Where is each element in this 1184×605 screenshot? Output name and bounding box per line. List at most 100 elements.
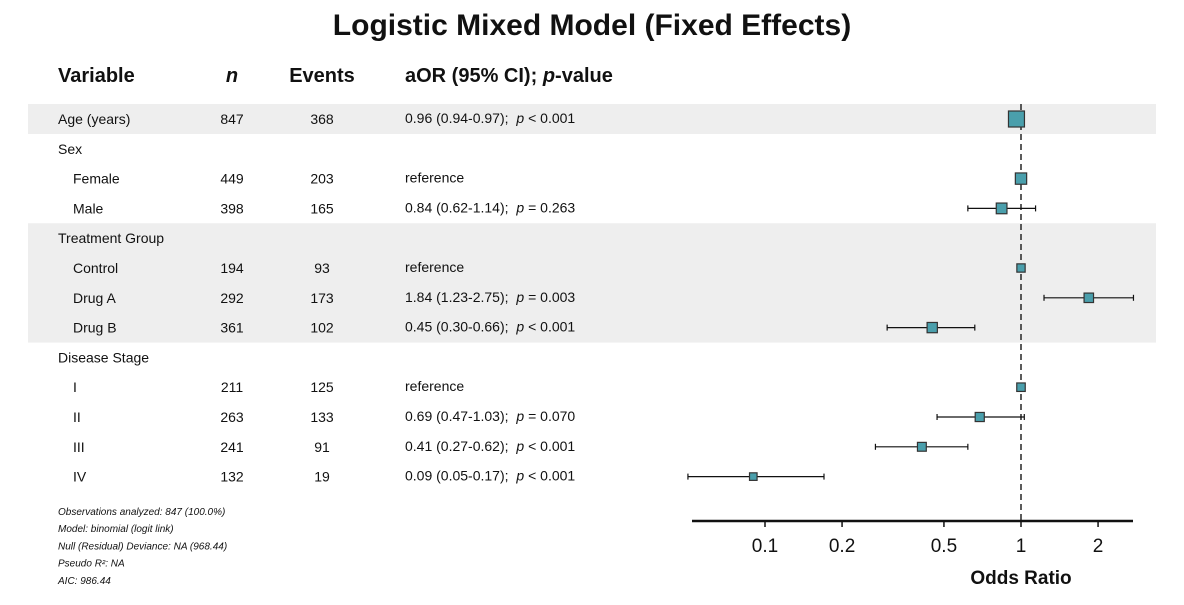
row-band: [28, 104, 1156, 134]
row-n: 449: [220, 171, 244, 187]
p-value: < 0.001: [524, 468, 575, 484]
row-n: 194: [220, 260, 244, 276]
estimate-text: 0.69 (0.47-1.03);: [405, 408, 512, 424]
row-events: 368: [310, 111, 334, 127]
x-tick-label: 0.1: [752, 536, 778, 557]
row-label: I: [73, 379, 77, 395]
estimate-text: reference: [405, 378, 464, 394]
point-estimate: [1014, 172, 1028, 185]
row-n: 241: [220, 439, 244, 455]
header-estimate-prefix: aOR (95% CI);: [405, 65, 543, 87]
row-label: Female: [73, 171, 120, 187]
row-label: Treatment Group: [58, 230, 164, 246]
footnote: Pseudo R²: NA: [58, 559, 125, 570]
estimate-text: 0.84 (0.62-1.14);: [405, 199, 512, 215]
p-value: < 0.001: [524, 438, 575, 454]
p-symbol: p: [515, 438, 524, 454]
row-label: Age (years): [58, 111, 130, 127]
header-estimate-suffix: -value: [555, 65, 613, 87]
p-value: = 0.263: [524, 199, 575, 215]
p-value: = 0.003: [524, 289, 575, 305]
p-symbol: p: [515, 468, 524, 484]
row-band: [28, 282, 1156, 313]
row-estimate: reference: [405, 170, 464, 186]
point-estimate: [1083, 292, 1095, 304]
row-estimate: 0.41 (0.27-0.62); p < 0.001: [405, 438, 575, 454]
row-estimate: 1.84 (1.23-2.75); p = 0.003: [405, 289, 575, 305]
row-estimate: 0.69 (0.47-1.03); p = 0.070: [405, 408, 575, 424]
row-n: 361: [220, 320, 244, 336]
footnote: Observations analyzed: 847 (100.0%): [58, 507, 225, 518]
header-estimate-p: p: [542, 65, 555, 87]
row-label: Sex: [58, 141, 82, 157]
row-events: 93: [314, 260, 330, 276]
p-symbol: p: [515, 408, 524, 424]
estimate-text: 0.09 (0.05-0.17);: [405, 468, 512, 484]
row-label: Control: [73, 260, 118, 276]
x-tick-label: 1: [1016, 536, 1027, 557]
x-tick-label: 0.5: [931, 536, 957, 557]
header-variable: Variable: [58, 65, 135, 87]
row-label: Male: [73, 200, 104, 216]
row-estimate: reference: [405, 259, 464, 275]
p-symbol: p: [515, 199, 524, 215]
row-label: IV: [73, 469, 87, 485]
row-events: 91: [314, 439, 330, 455]
row-label: III: [73, 439, 85, 455]
estimate-text: reference: [405, 170, 464, 186]
x-tick-label: 2: [1093, 536, 1104, 557]
row-n: 847: [220, 111, 244, 127]
point-estimate: [1007, 110, 1026, 128]
point-estimate: [926, 321, 938, 334]
point-estimate: [1016, 382, 1026, 393]
estimate-text: 0.45 (0.30-0.66);: [405, 319, 512, 335]
header-estimate: aOR (95% CI); p-value: [405, 65, 613, 87]
footnote: Null (Residual) Deviance: NA (968.44): [58, 541, 227, 552]
row-events: 133: [310, 409, 334, 425]
row-band: [28, 223, 1156, 254]
p-value: < 0.001: [524, 110, 575, 126]
p-value: = 0.070: [524, 408, 575, 424]
point-estimate: [974, 411, 985, 423]
p-symbol: p: [515, 319, 524, 335]
row-n: 211: [221, 379, 244, 395]
row-label: II: [73, 409, 81, 425]
row-events: 165: [310, 200, 334, 216]
row-estimate: reference: [405, 378, 464, 394]
point-estimate: [1016, 263, 1026, 273]
row-events: 19: [314, 469, 330, 485]
row-n: 292: [220, 290, 244, 306]
row-estimate: 0.96 (0.94-0.97); p < 0.001: [405, 110, 575, 126]
header-n: n: [226, 65, 238, 87]
point-estimate: [748, 472, 758, 481]
footnote: AIC: 986.44: [57, 576, 111, 587]
row-estimate: 0.45 (0.30-0.66); p < 0.001: [405, 319, 575, 335]
row-estimate: 0.09 (0.05-0.17); p < 0.001: [405, 468, 575, 484]
p-symbol: p: [515, 289, 524, 305]
row-estimate: 0.84 (0.62-1.14); p = 0.263: [405, 199, 575, 215]
row-n: 263: [220, 409, 244, 425]
estimate-text: 1.84 (1.23-2.75);: [405, 289, 512, 305]
row-label: Drug B: [73, 320, 117, 336]
x-axis-label: Odds Ratio: [970, 568, 1071, 589]
row-label: Disease Stage: [58, 349, 149, 365]
estimate-text: 0.96 (0.94-0.97);: [405, 110, 512, 126]
row-band: [28, 312, 1156, 343]
row-band: [28, 253, 1156, 283]
row-n: 132: [220, 469, 244, 485]
chart-title: Logistic Mixed Model (Fixed Effects): [333, 9, 851, 42]
p-symbol: p: [515, 110, 524, 126]
p-value: < 0.001: [524, 319, 575, 335]
row-events: 102: [310, 320, 334, 336]
estimate-text: 0.41 (0.27-0.62);: [405, 438, 512, 454]
point-estimate: [916, 441, 927, 452]
footnote: Model: binomial (logit link): [58, 524, 174, 535]
row-events: 125: [310, 379, 334, 395]
row-n: 398: [220, 200, 244, 216]
header-events: Events: [289, 65, 355, 87]
row-label: Drug A: [73, 290, 116, 306]
estimate-text: reference: [405, 259, 464, 275]
row-events: 173: [310, 290, 334, 306]
x-tick-label: 0.2: [829, 536, 855, 557]
